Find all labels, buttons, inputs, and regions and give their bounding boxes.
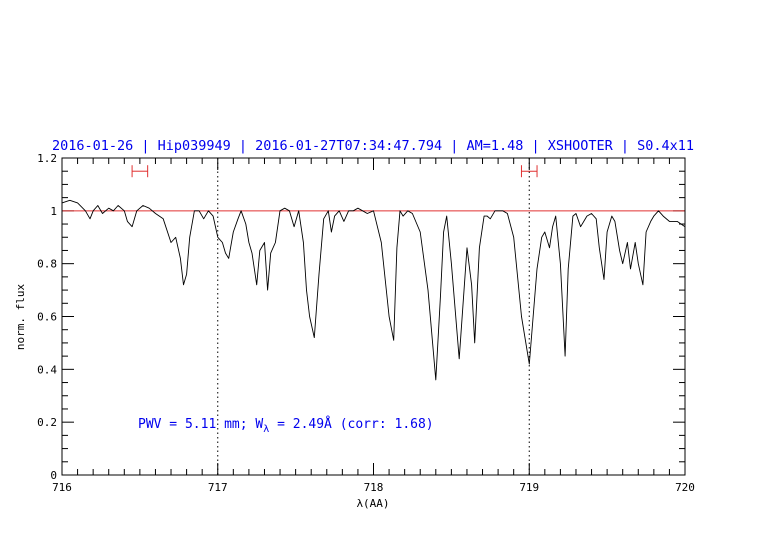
- x-tick-label: 720: [675, 481, 695, 494]
- x-axis-label: λ(AA): [356, 497, 389, 510]
- x-tick-label: 717: [208, 481, 228, 494]
- y-tick-label: 0.6: [37, 311, 57, 324]
- x-tick-labels: 716 717 718 719 720: [52, 481, 695, 494]
- y-tick-label: 0.4: [37, 363, 57, 376]
- spectrum-series: [61, 199, 686, 381]
- range-markers: [131, 165, 538, 178]
- y-axis-label: norm. flux: [14, 284, 27, 351]
- x-tick-label: 716: [52, 481, 72, 494]
- y-tick-label: 0.2: [37, 416, 57, 429]
- pwv-annotation-rest: = 2.49Å (corr: 1.68): [269, 416, 433, 432]
- x-tick-label: 718: [364, 481, 384, 494]
- spectrum-line: [61, 199, 686, 381]
- x-tick-label: 719: [519, 481, 539, 494]
- y-tick-label: 0: [50, 469, 57, 482]
- vertical-dotted-lines: [217, 158, 530, 475]
- y-tick-label: 1: [50, 205, 57, 218]
- range-marker: [131, 165, 149, 178]
- pwv-annotation-main: PWV = 5.11 mm; W: [138, 417, 263, 432]
- y-tick-label: 1.2: [37, 152, 57, 165]
- pwv-annotation: PWV = 5.11 mm; Wλ = 2.49Å (corr: 1.68): [138, 416, 434, 435]
- plot-frame: [61, 157, 686, 476]
- pwv-annotation-subscript: λ: [263, 424, 269, 435]
- range-marker: [520, 165, 538, 178]
- y-tick-labels: 0 0.2 0.4 0.6 0.8 1 1.2: [37, 152, 57, 482]
- chart-title: 2016-01-26 | Hip039949 | 2016-01-27T07:3…: [52, 138, 694, 154]
- y-tick-label: 0.8: [37, 258, 57, 271]
